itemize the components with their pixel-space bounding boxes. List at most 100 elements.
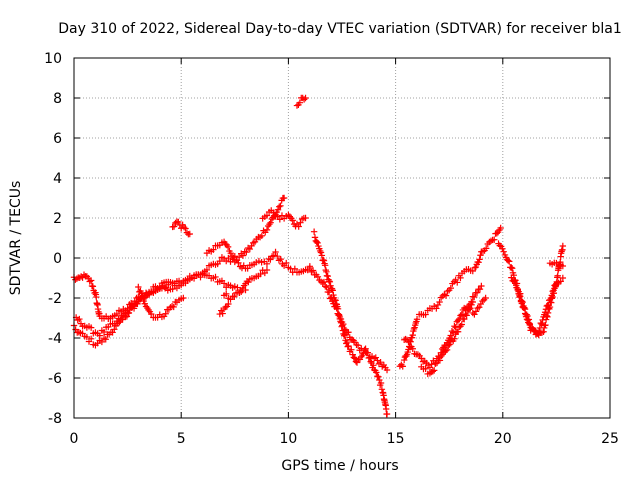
grid-lines	[74, 58, 610, 418]
data-point	[329, 287, 336, 294]
data-point	[477, 252, 484, 259]
data-point	[351, 355, 359, 362]
y-tick-label-0: 0	[53, 251, 62, 267]
data-point	[454, 279, 461, 286]
data-point	[334, 310, 341, 317]
data-point	[400, 356, 408, 364]
series-track-g	[220, 266, 271, 303]
data-point	[517, 293, 524, 300]
data-point	[422, 311, 429, 318]
data-point	[117, 316, 124, 323]
data-point	[508, 274, 515, 281]
data-point	[289, 217, 296, 224]
data-point	[353, 359, 361, 366]
x-tick-label-25: 25	[601, 431, 619, 447]
x-tick-label-0: 0	[70, 431, 79, 447]
data-point	[267, 219, 274, 226]
data-point	[345, 342, 352, 350]
data-point	[335, 311, 342, 318]
data-point	[432, 360, 439, 367]
series-track-m	[396, 224, 504, 370]
data-point	[170, 223, 178, 230]
data-point	[544, 313, 551, 321]
data-point	[340, 320, 347, 328]
data-point	[516, 293, 523, 301]
data-point	[327, 282, 334, 289]
data-point	[549, 293, 556, 301]
data-point	[314, 239, 321, 247]
data-point	[263, 212, 271, 219]
data-point	[344, 343, 351, 350]
data-point	[186, 230, 193, 238]
data-points	[70, 94, 567, 418]
data-point	[364, 349, 371, 356]
data-point	[458, 321, 465, 328]
data-point	[476, 285, 484, 293]
data-point	[445, 342, 452, 349]
data-point	[239, 286, 246, 294]
data-point	[325, 288, 333, 296]
data-point	[222, 303, 229, 311]
data-point	[451, 335, 458, 342]
data-point	[513, 284, 520, 291]
data-point	[409, 345, 416, 352]
data-point	[231, 253, 238, 260]
data-point	[436, 298, 443, 306]
data-point	[521, 304, 528, 312]
data-point	[343, 338, 351, 346]
data-point	[506, 258, 513, 265]
data-point	[320, 278, 328, 286]
data-point	[220, 280, 228, 287]
data-point	[317, 249, 325, 256]
data-point	[235, 259, 242, 267]
data-point	[321, 262, 329, 269]
data-point	[444, 287, 451, 295]
x-tick-label-10: 10	[279, 431, 297, 447]
data-point	[373, 369, 380, 376]
data-point	[219, 310, 226, 317]
data-point	[467, 305, 474, 312]
data-point	[89, 283, 97, 290]
data-point	[311, 234, 319, 241]
data-point	[434, 301, 442, 309]
data-point	[436, 357, 444, 364]
data-point	[472, 308, 480, 315]
data-point	[468, 301, 475, 308]
data-point	[313, 238, 320, 246]
x-tick-label-5: 5	[177, 431, 186, 447]
data-point	[319, 279, 326, 287]
data-point	[469, 298, 476, 306]
data-point	[183, 229, 191, 236]
data-point	[225, 300, 232, 308]
data-point	[86, 278, 93, 285]
series-track-o	[418, 298, 476, 378]
data-point	[413, 316, 421, 323]
data-point	[543, 312, 550, 320]
data-point	[559, 274, 567, 282]
data-point	[475, 259, 482, 266]
data-point	[113, 310, 121, 318]
data-point	[190, 275, 198, 282]
series-track-i	[259, 207, 309, 230]
data-point	[383, 366, 391, 374]
series-track-h	[216, 300, 232, 318]
y-tick-label-m2: -2	[48, 291, 62, 307]
data-point	[550, 289, 558, 297]
data-point	[170, 303, 177, 311]
data-point	[377, 379, 385, 387]
data-point	[322, 283, 329, 290]
data-point	[540, 328, 547, 335]
data-point	[530, 326, 537, 333]
data-point	[323, 284, 330, 291]
data-point	[491, 236, 498, 243]
data-point	[172, 219, 179, 227]
data-point	[297, 219, 304, 226]
data-point	[508, 264, 515, 271]
data-point	[478, 282, 485, 290]
data-point	[283, 259, 290, 267]
data-point	[245, 278, 252, 286]
data-point	[479, 297, 486, 305]
data-point	[83, 333, 91, 341]
series-track-k	[310, 228, 391, 418]
